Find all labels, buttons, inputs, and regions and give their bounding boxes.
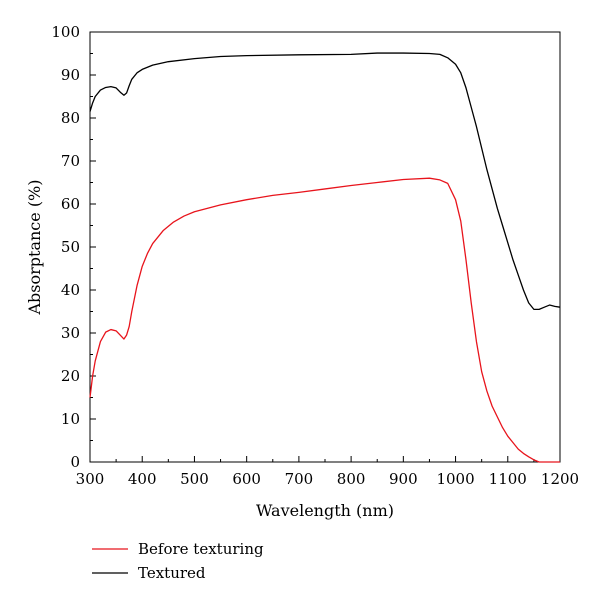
x-tick-label: 400 [128, 470, 157, 488]
series-line-textured [89, 52, 561, 310]
x-tick-label: 700 [285, 470, 314, 488]
legend: Before texturing Textured [92, 540, 264, 582]
x-axis-title: Wavelength (nm) [256, 501, 394, 520]
legend-label: Before texturing [138, 540, 264, 558]
y-tick-label: 20 [61, 367, 80, 385]
y-tick-label: 0 [70, 453, 80, 471]
y-tick-label: 60 [61, 195, 80, 213]
x-tick-label: 500 [180, 470, 209, 488]
x-tick-label: 1200 [541, 470, 579, 488]
x-tick-label: 900 [389, 470, 418, 488]
y-tick-label: 70 [61, 152, 80, 170]
series-line-before-texturing [89, 177, 560, 463]
legend-label: Textured [138, 564, 206, 582]
x-axis-ticks: 300 400 500 600 700 800 900 1000 1100 1200 [76, 456, 579, 488]
x-tick-label: 300 [76, 470, 105, 488]
y-axis-ticks: 0 10 20 30 40 50 60 70 80 90 100 [51, 23, 96, 471]
x-tick-label: 600 [232, 470, 261, 488]
y-tick-label: 80 [61, 109, 80, 127]
y-tick-label: 100 [51, 23, 80, 41]
x-tick-label: 800 [337, 470, 366, 488]
y-tick-label: 90 [61, 66, 80, 84]
x-tick-label: 1100 [489, 470, 527, 488]
series-layer [89, 52, 561, 463]
y-axis-title: Absorptance (%) [25, 179, 44, 315]
y-tick-label: 40 [61, 281, 80, 299]
x-tick-label: 1000 [436, 470, 474, 488]
y-tick-label: 30 [61, 324, 80, 342]
y-tick-label: 50 [61, 238, 80, 256]
y-tick-label: 10 [61, 410, 80, 428]
